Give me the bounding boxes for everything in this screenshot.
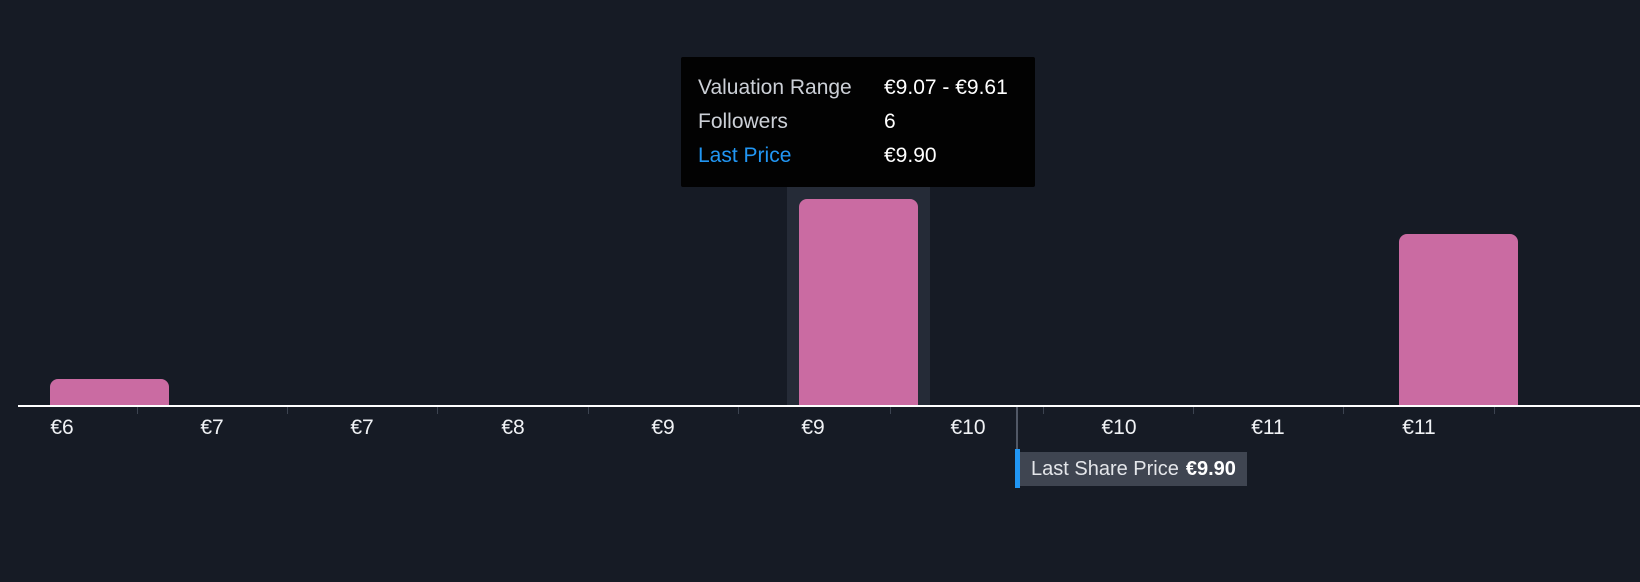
x-tick-label: €10 (950, 416, 986, 439)
histogram-bar[interactable] (1399, 234, 1518, 407)
last-price-accent-bar (1015, 449, 1020, 488)
x-axis-line (18, 405, 1640, 407)
x-tick-label: €8 (501, 416, 525, 439)
x-tick-label: €9 (801, 416, 825, 439)
axis-tick (437, 407, 438, 414)
last-share-price-flag: Last Share Price €9.90 (1020, 452, 1247, 486)
tooltip-value: 6 (884, 110, 896, 133)
tooltip-row-last-price: Last Price €9.90 (698, 139, 1035, 173)
last-price-marker-line (1016, 407, 1018, 453)
tooltip-row: Followers 6 (698, 105, 1035, 139)
tooltip-label: Followers (698, 110, 788, 133)
axis-tick (287, 407, 288, 414)
axis-tick (1343, 407, 1344, 414)
axis-tick (588, 407, 589, 414)
axis-tick (1043, 407, 1044, 414)
axis-tick (890, 407, 891, 414)
last-share-price-label: Last Share Price (1031, 458, 1179, 480)
axis-tick (137, 407, 138, 414)
x-tick-label: €9 (651, 416, 675, 439)
x-tick-label: €7 (350, 416, 374, 439)
tooltip-label: Last Price (698, 144, 792, 167)
tooltip-value: €9.90 (884, 144, 937, 167)
tooltip-label: Valuation Range (698, 76, 852, 99)
tooltip-value: €9.07 - €9.61 (884, 76, 1008, 99)
histogram-bar-hovered[interactable] (799, 199, 918, 407)
hover-tooltip: Valuation Range €9.07 - €9.61 Followers … (681, 57, 1035, 187)
x-tick-label: €6 (50, 416, 74, 439)
axis-tick (1193, 407, 1194, 414)
tooltip-row: Valuation Range €9.07 - €9.61 (698, 71, 1035, 105)
x-tick-label: €11 (1251, 416, 1285, 439)
last-share-price-value: €9.90 (1185, 458, 1236, 480)
x-tick-label: €11 (1402, 416, 1436, 439)
histogram-bar[interactable] (50, 379, 169, 407)
axis-tick (1494, 407, 1495, 414)
axis-tick (738, 407, 739, 414)
x-tick-label: €7 (200, 416, 224, 439)
x-tick-label: €10 (1101, 416, 1137, 439)
